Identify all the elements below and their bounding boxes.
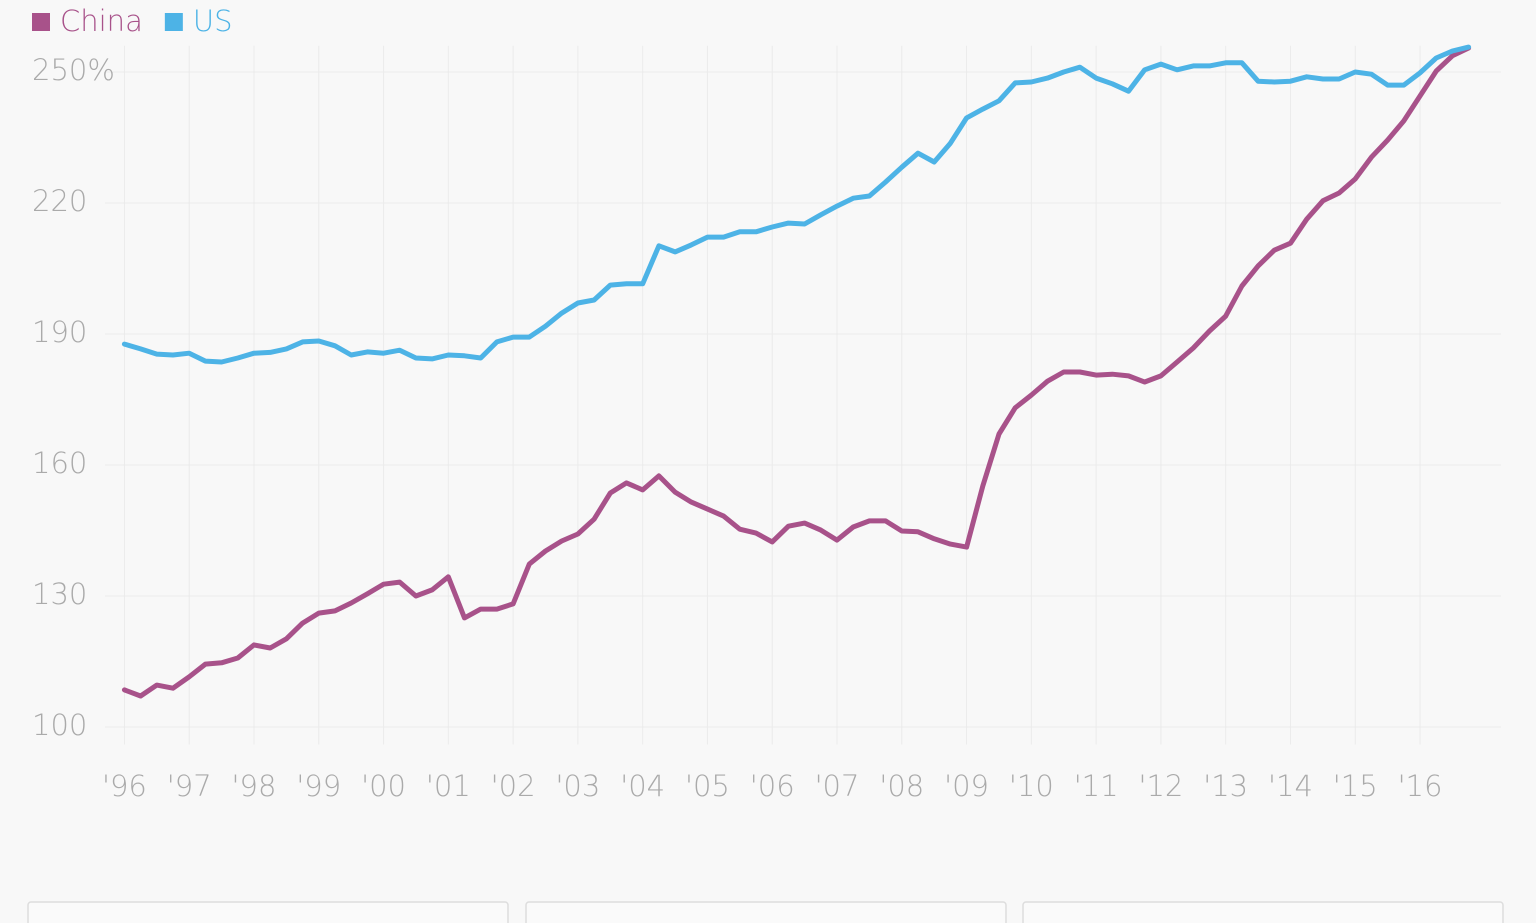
x-tick-label: '96: [102, 769, 147, 803]
legend-label: China: [60, 4, 143, 38]
x-tick-label: '13: [1203, 769, 1248, 803]
card: [1022, 901, 1504, 923]
x-tick-label: '11: [1074, 769, 1119, 803]
x-tick-label: '03: [555, 769, 600, 803]
x-tick-label: '01: [426, 769, 471, 803]
x-tick-label: '04: [620, 769, 665, 803]
x-tick-label: '09: [944, 769, 989, 803]
y-tick-label: 250%: [32, 53, 115, 87]
legend-label: US: [193, 4, 233, 38]
x-tick-label: '00: [361, 769, 406, 803]
y-tick-label: 130: [32, 577, 87, 611]
x-tick-label: '16: [1398, 769, 1443, 803]
card: [27, 901, 509, 923]
y-tick-label: 220: [32, 184, 87, 218]
x-tick-label: '08: [879, 769, 924, 803]
x-tick-label: '02: [491, 769, 536, 803]
series-line: [121, 44, 1472, 365]
x-tick-label: '05: [685, 769, 730, 803]
card: [525, 901, 1007, 923]
x-tick-label: '97: [167, 769, 212, 803]
x-tick-label: '06: [750, 769, 795, 803]
x-tick-label: '99: [296, 769, 341, 803]
x-tick-label: '10: [1009, 769, 1054, 803]
x-tick-label: '07: [815, 769, 860, 803]
x-tick-label: '14: [1268, 769, 1313, 803]
x-tick-label: '12: [1138, 769, 1183, 803]
x-tick-label: '98: [232, 769, 277, 803]
legend-swatch: [32, 13, 50, 31]
y-tick-label: 160: [32, 446, 87, 480]
y-tick-label: 190: [32, 315, 87, 349]
series-line: [121, 45, 1472, 699]
x-tick-label: '15: [1333, 769, 1378, 803]
legend-swatch: [164, 13, 183, 31]
y-tick-label: 100: [32, 708, 87, 742]
